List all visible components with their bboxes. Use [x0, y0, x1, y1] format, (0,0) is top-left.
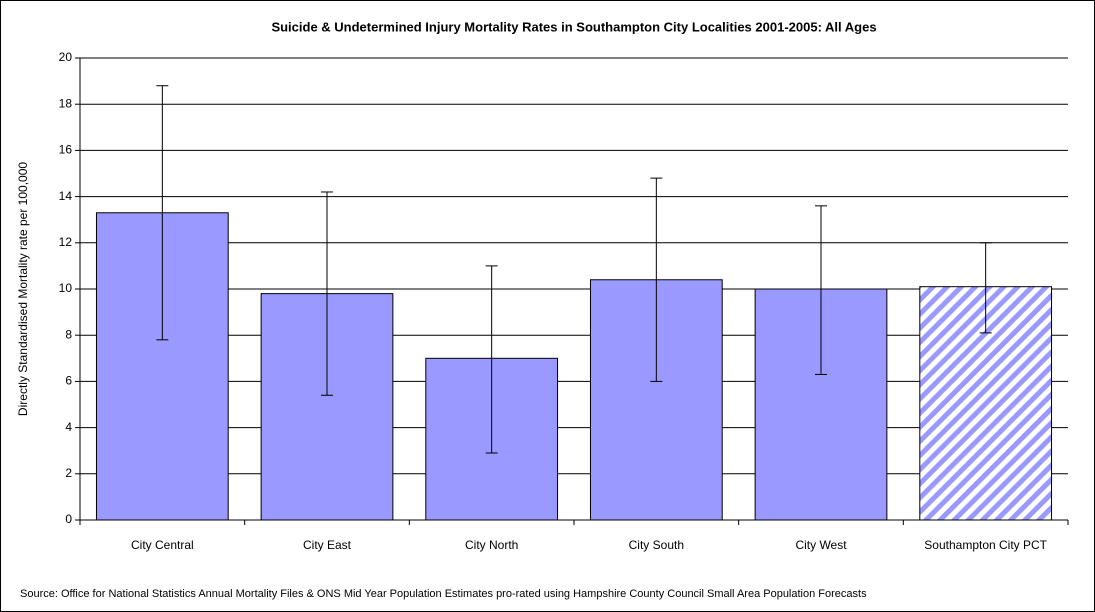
- x-tick-label: City East: [303, 538, 352, 552]
- y-axis-label: Directly Standardised Mortality rate per…: [16, 162, 30, 416]
- source-note: Source: Office for National Statistics A…: [20, 588, 867, 600]
- y-tick-label: 14: [59, 189, 73, 203]
- y-tick-label: 20: [59, 50, 73, 64]
- y-tick-label: 12: [59, 235, 73, 249]
- x-tick-label: City West: [795, 538, 847, 552]
- y-tick-label: 8: [65, 327, 72, 341]
- y-tick-label: 16: [59, 143, 73, 157]
- x-tick-label: City North: [465, 538, 518, 552]
- x-tick-label: Southampton City PCT: [924, 538, 1047, 552]
- y-tick-label: 2: [65, 466, 72, 480]
- y-tick-label: 18: [59, 96, 73, 110]
- y-tick-label: 0: [65, 512, 72, 526]
- y-tick-label: 10: [59, 281, 73, 295]
- chart-title: Suicide & Undetermined Injury Mortality …: [271, 19, 876, 34]
- x-tick-label: City South: [629, 538, 684, 552]
- y-tick-label: 4: [65, 420, 72, 434]
- x-tick-label: City Central: [131, 538, 194, 552]
- y-tick-label: 6: [65, 374, 72, 388]
